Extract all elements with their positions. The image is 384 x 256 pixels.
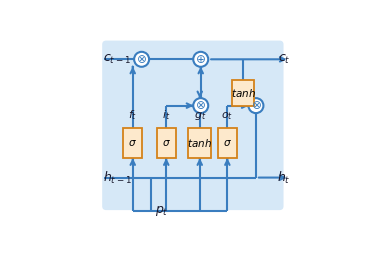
FancyBboxPatch shape: [157, 128, 175, 158]
FancyBboxPatch shape: [232, 80, 255, 106]
Circle shape: [134, 52, 149, 67]
Text: $g_t$: $g_t$: [194, 110, 206, 122]
Text: $i_t$: $i_t$: [162, 108, 170, 122]
FancyBboxPatch shape: [123, 128, 142, 158]
Text: $\sigma$: $\sigma$: [128, 138, 137, 148]
Text: $\sigma$: $\sigma$: [162, 138, 170, 148]
Text: $\otimes$: $\otimes$: [195, 99, 206, 112]
Text: $\otimes$: $\otimes$: [250, 99, 262, 112]
Circle shape: [248, 98, 263, 113]
FancyBboxPatch shape: [102, 41, 283, 210]
Text: $p_t$: $p_t$: [155, 204, 169, 218]
FancyBboxPatch shape: [218, 128, 237, 158]
Text: $f_t$: $f_t$: [128, 108, 137, 122]
Text: $\oplus$: $\oplus$: [195, 53, 206, 66]
Text: $o_t$: $o_t$: [221, 110, 233, 122]
Text: $\otimes$: $\otimes$: [136, 53, 147, 66]
FancyBboxPatch shape: [189, 128, 211, 158]
Text: $c_t$: $c_t$: [278, 53, 290, 66]
Text: $h_{t-1}$: $h_{t-1}$: [103, 169, 132, 186]
Text: $tanh$: $tanh$: [231, 87, 256, 99]
Circle shape: [193, 98, 208, 113]
Text: $tanh$: $tanh$: [187, 137, 212, 149]
Text: $\sigma$: $\sigma$: [223, 138, 232, 148]
Circle shape: [193, 52, 208, 67]
Text: $c_{t-1}$: $c_{t-1}$: [103, 53, 131, 66]
Text: $h_t$: $h_t$: [277, 169, 290, 186]
